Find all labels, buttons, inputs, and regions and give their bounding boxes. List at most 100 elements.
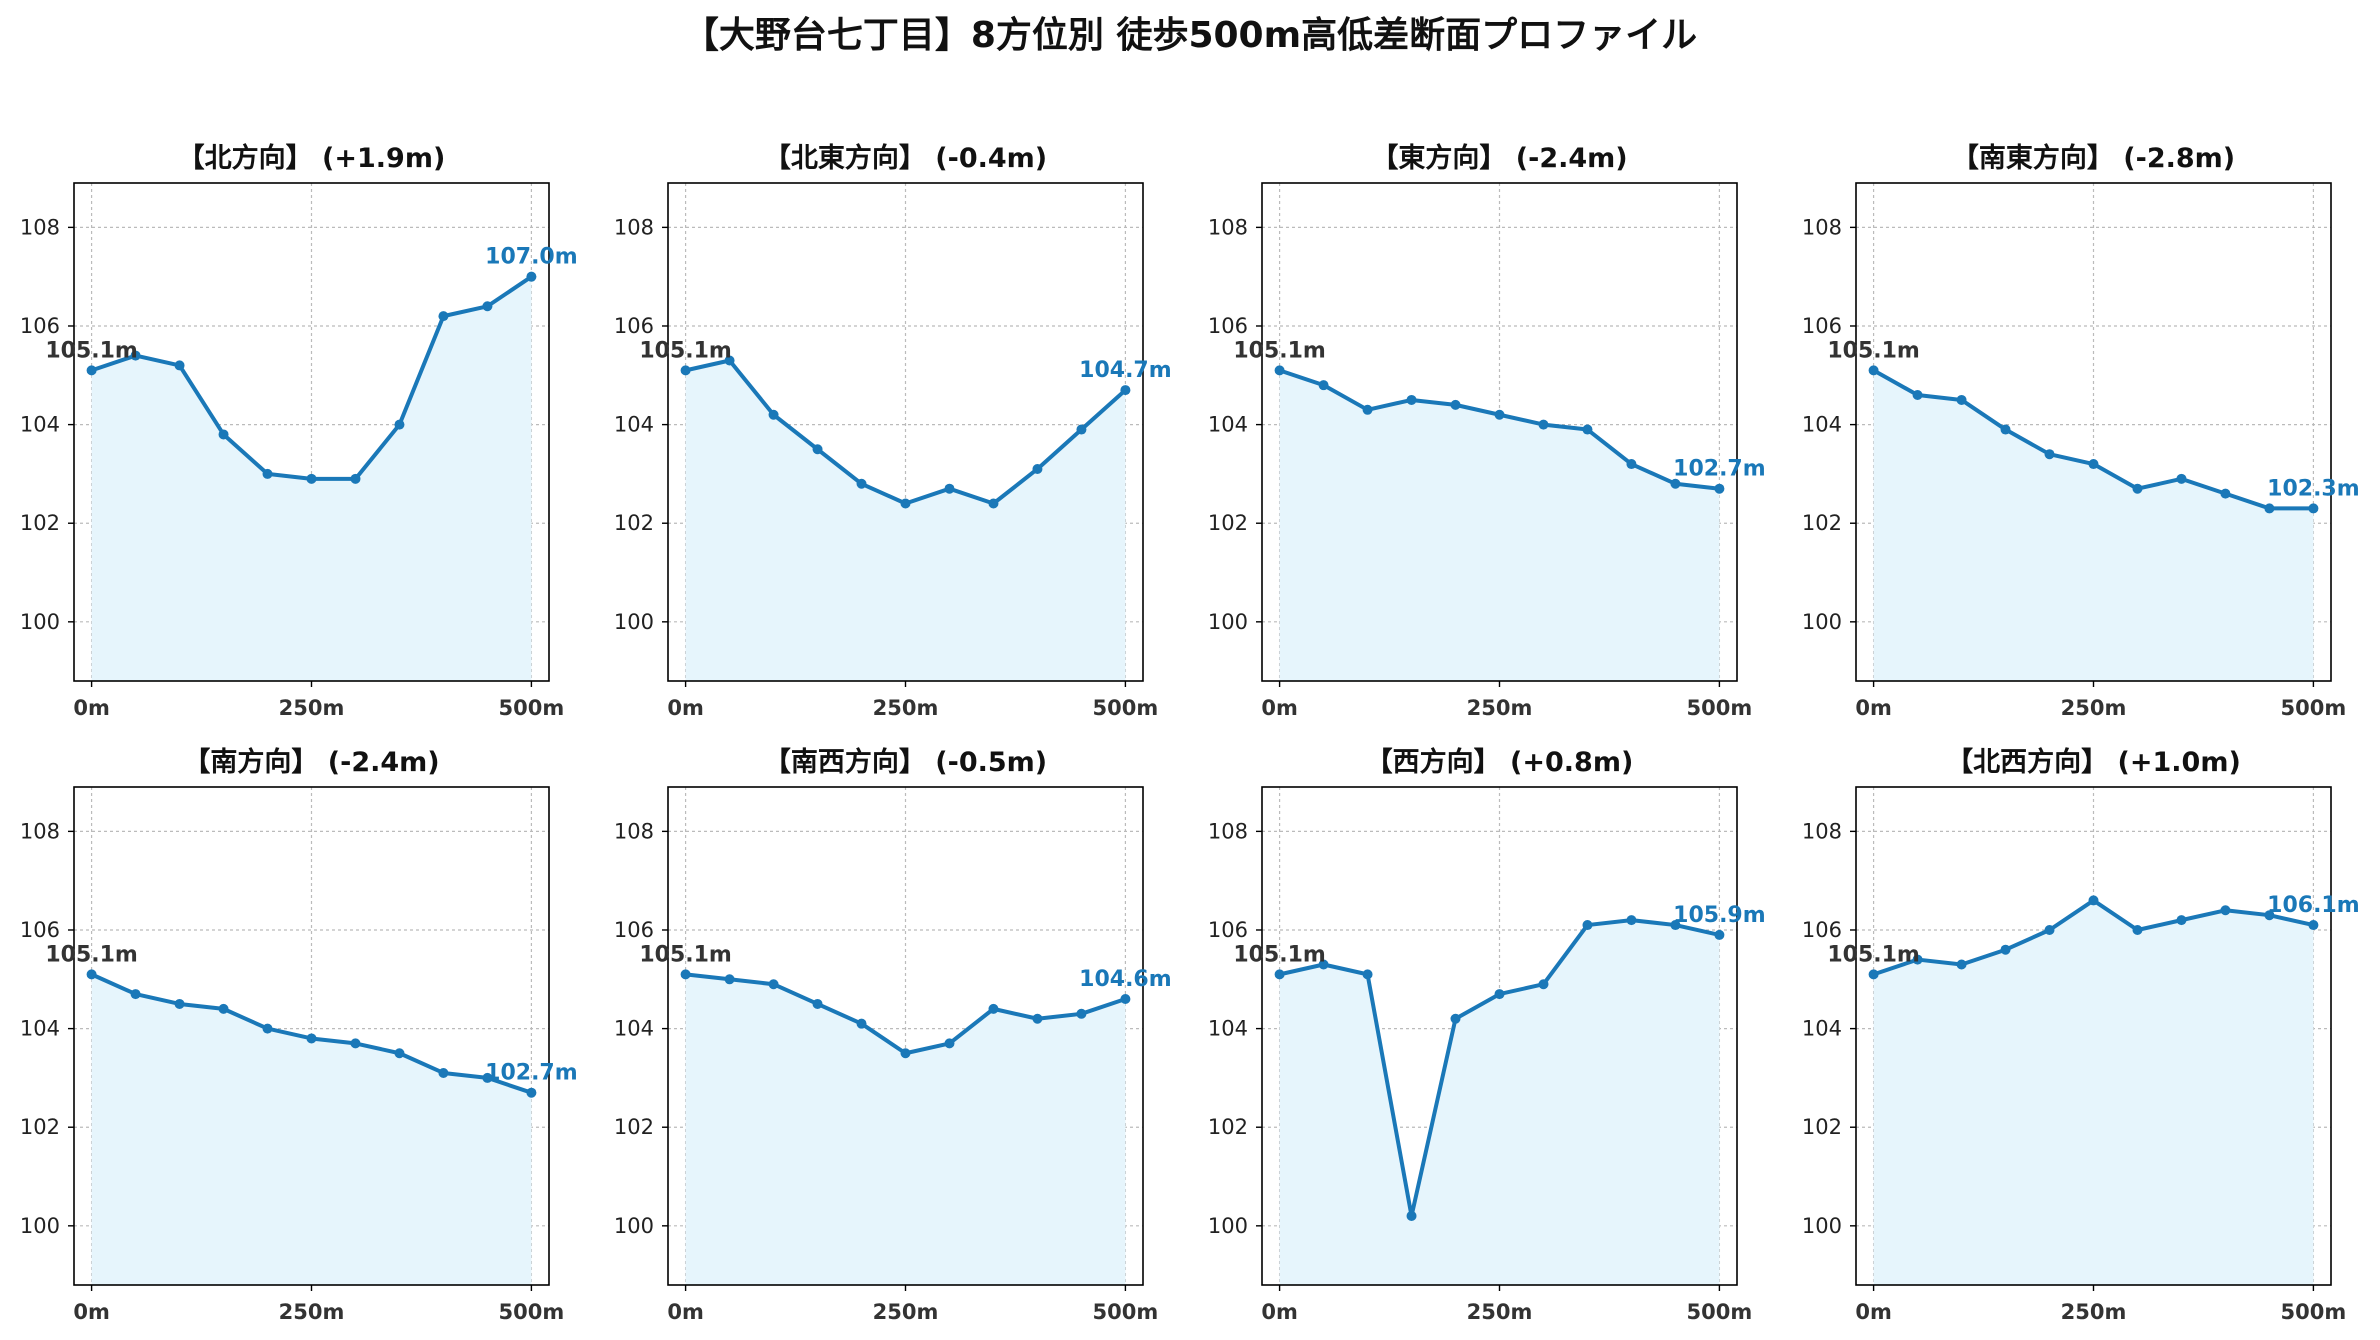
profile-point bbox=[86, 969, 97, 980]
x-tick-label: 500m bbox=[2281, 1300, 2347, 1324]
profile-point bbox=[262, 468, 273, 479]
profile-point bbox=[812, 998, 823, 1009]
end-elevation-label: 107.0m bbox=[485, 245, 578, 270]
profile-point bbox=[526, 1087, 537, 1098]
y-tick-label: 102 bbox=[1802, 1115, 1842, 1139]
profile-point bbox=[526, 271, 537, 282]
profile-point bbox=[944, 483, 955, 494]
y-tick-label: 100 bbox=[20, 1214, 60, 1238]
profile-point bbox=[1670, 478, 1681, 489]
profile-point bbox=[1032, 1013, 1043, 1024]
y-tick-label: 102 bbox=[20, 1115, 60, 1139]
y-tick-label: 108 bbox=[20, 819, 60, 843]
profile-point bbox=[2220, 905, 2231, 916]
profile-point bbox=[1362, 404, 1373, 415]
subplot-title: 【南東方向】 (-2.8m) bbox=[1952, 142, 2235, 174]
y-tick-label: 108 bbox=[1208, 215, 1248, 239]
end-elevation-label: 102.3m bbox=[2267, 476, 2360, 501]
profile-point bbox=[1868, 365, 1879, 376]
x-tick-label: 250m bbox=[279, 696, 345, 720]
y-tick-label: 102 bbox=[1802, 511, 1842, 535]
y-tick-label: 106 bbox=[614, 918, 654, 942]
y-tick-label: 104 bbox=[1802, 413, 1842, 437]
figure-title: 【大野台七丁目】8方位別 徒歩500m高低差断面プロファイル bbox=[682, 15, 1698, 56]
profile-chart-6: 100 102 104 106 108 0m 250m 500m 【西方向】 (+0.8m) 10… bbox=[1208, 746, 1766, 1324]
profile-point bbox=[2044, 924, 2055, 935]
start-elevation-label: 105.1m bbox=[45, 338, 138, 363]
profile-point bbox=[768, 979, 779, 990]
profile-point bbox=[350, 1038, 361, 1049]
y-tick-label: 104 bbox=[614, 1017, 654, 1041]
subplot-title: 【北東方向】 (-0.4m) bbox=[764, 142, 1047, 174]
profile-point bbox=[1538, 419, 1549, 430]
profile-point bbox=[2176, 473, 2187, 484]
start-elevation-label: 105.1m bbox=[639, 942, 732, 967]
y-tick-label: 104 bbox=[1802, 1017, 1842, 1041]
profile-point bbox=[1274, 365, 1285, 376]
y-tick-label: 100 bbox=[1802, 1214, 1842, 1238]
profile-point bbox=[900, 498, 911, 509]
subplot-title: 【西方向】 (+0.8m) bbox=[1366, 746, 1634, 778]
profile-point bbox=[438, 1067, 449, 1078]
x-tick-label: 500m bbox=[1687, 696, 1753, 720]
y-tick-label: 100 bbox=[1208, 1214, 1248, 1238]
profile-point bbox=[724, 974, 735, 985]
profile-point bbox=[262, 1023, 273, 1034]
profile-chart-1: 100 102 104 106 108 0m 250m 500m 【北東方向】 (-0.4m) 1… bbox=[614, 142, 1172, 720]
end-elevation-label: 105.9m bbox=[1673, 903, 1766, 928]
y-tick-label: 100 bbox=[614, 1214, 654, 1238]
profile-point bbox=[438, 311, 449, 322]
profile-point bbox=[482, 1072, 493, 1083]
profile-point bbox=[174, 360, 185, 371]
y-tick-label: 104 bbox=[20, 1017, 60, 1041]
profile-point bbox=[1956, 394, 1967, 405]
profile-point bbox=[1494, 409, 1505, 420]
profile-point bbox=[1714, 483, 1725, 494]
x-tick-label: 0m bbox=[1855, 696, 1892, 720]
x-tick-label: 250m bbox=[873, 696, 939, 720]
profile-point bbox=[394, 419, 405, 430]
profile-point bbox=[680, 365, 691, 376]
profile-point bbox=[1868, 969, 1879, 980]
profile-point bbox=[1450, 399, 1461, 410]
y-tick-label: 108 bbox=[1208, 819, 1248, 843]
profile-point bbox=[724, 355, 735, 366]
profile-point bbox=[130, 350, 141, 361]
profile-chart-7: 100 102 104 106 108 0m 250m 500m 【北西方向】 (+1.0m) 1… bbox=[1802, 746, 2360, 1324]
y-tick-label: 106 bbox=[1802, 314, 1842, 338]
subplot-title: 【南西方向】 (-0.5m) bbox=[764, 746, 1047, 778]
start-elevation-label: 105.1m bbox=[45, 942, 138, 967]
end-elevation-label: 102.7m bbox=[1673, 457, 1766, 482]
x-tick-label: 500m bbox=[499, 1300, 565, 1324]
y-tick-label: 102 bbox=[20, 511, 60, 535]
x-tick-label: 0m bbox=[667, 696, 704, 720]
profile-point bbox=[1076, 1008, 1087, 1019]
profile-point bbox=[1318, 959, 1329, 970]
profile-point bbox=[1120, 385, 1131, 396]
profile-point bbox=[2220, 488, 2231, 499]
x-tick-label: 250m bbox=[2061, 696, 2127, 720]
profile-chart-0: 100 102 104 106 108 0m 250m 500m 【北方向】 (+1.9m) 10… bbox=[20, 142, 578, 720]
profile-point bbox=[856, 1018, 867, 1029]
profile-point bbox=[988, 498, 999, 509]
profile-point bbox=[2088, 459, 2099, 470]
profile-point bbox=[2044, 449, 2055, 460]
x-tick-label: 500m bbox=[2281, 696, 2347, 720]
profile-point bbox=[856, 478, 867, 489]
profile-point bbox=[130, 989, 141, 1000]
profile-chart-2: 100 102 104 106 108 0m 250m 500m 【東方向】 (-2.4m) 10… bbox=[1208, 142, 1766, 720]
y-tick-label: 106 bbox=[1208, 918, 1248, 942]
y-tick-label: 100 bbox=[614, 610, 654, 634]
y-tick-label: 104 bbox=[1208, 1017, 1248, 1041]
profile-point bbox=[1670, 920, 1681, 931]
subplot-title: 【東方向】 (-2.4m) bbox=[1371, 142, 1627, 174]
profile-point bbox=[900, 1048, 911, 1059]
profile-chart-3: 100 102 104 106 108 0m 250m 500m 【南東方向】 (-2.8m) 1… bbox=[1802, 142, 2360, 720]
profile-point bbox=[1406, 1210, 1417, 1221]
x-tick-label: 250m bbox=[873, 1300, 939, 1324]
y-tick-label: 108 bbox=[614, 215, 654, 239]
profile-point bbox=[218, 1003, 229, 1014]
profile-point bbox=[768, 409, 779, 420]
profile-point bbox=[218, 429, 229, 440]
profile-point bbox=[1494, 989, 1505, 1000]
